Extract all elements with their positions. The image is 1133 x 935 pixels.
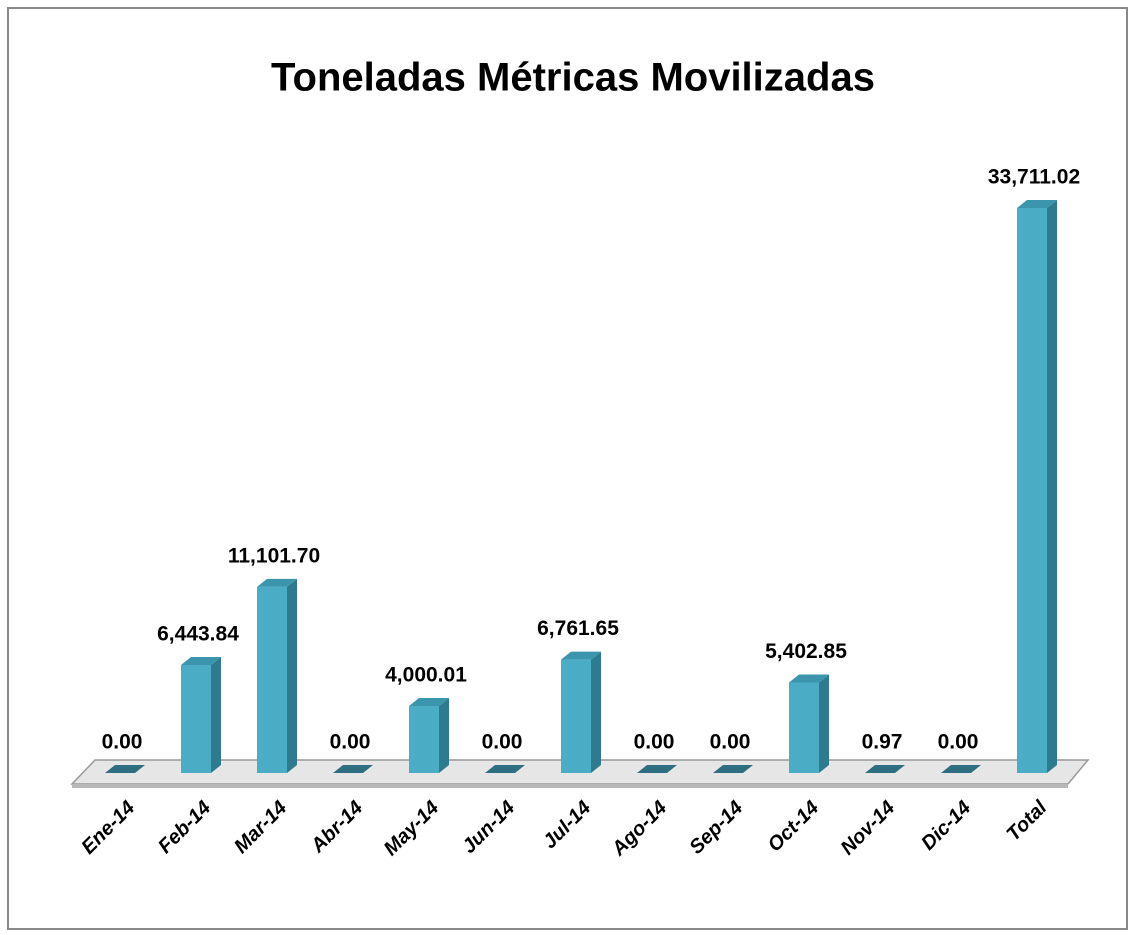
bar-top <box>105 765 145 773</box>
bar <box>333 765 373 773</box>
bar <box>941 765 981 773</box>
bar-front <box>789 682 819 773</box>
bar-top <box>941 765 981 773</box>
bar-side <box>819 674 829 773</box>
chart-frame <box>7 7 1128 930</box>
floor-edge <box>72 784 1068 788</box>
data-label: 0.00 <box>634 731 675 754</box>
data-label: 0.00 <box>710 731 751 754</box>
data-label: 0.00 <box>330 731 371 754</box>
bar-front <box>1017 208 1047 773</box>
data-label: 5,402.85 <box>765 640 847 663</box>
data-label: 0.00 <box>102 731 143 754</box>
bar-side <box>591 651 601 773</box>
bar-side <box>211 657 221 773</box>
bar <box>181 657 221 773</box>
bar <box>485 765 525 773</box>
bar-front <box>181 665 211 773</box>
bar-top <box>333 765 373 773</box>
bar <box>561 651 601 773</box>
bar-top <box>1017 200 1057 208</box>
bar <box>713 765 753 773</box>
data-label: 0.97 <box>862 731 903 754</box>
data-label: 4,000.01 <box>385 664 467 687</box>
bar-front <box>409 705 439 773</box>
bar-top <box>713 765 753 773</box>
data-label: 0.00 <box>938 731 979 754</box>
bar-top <box>409 697 449 706</box>
bar-front <box>257 586 287 773</box>
bar <box>105 765 145 773</box>
bar <box>257 578 297 773</box>
data-label: 33,711.02 <box>988 166 1080 189</box>
bar-top <box>561 651 601 660</box>
data-label: 6,443.84 <box>157 623 239 646</box>
bar-top <box>181 657 221 666</box>
data-label: 6,761.65 <box>537 617 619 640</box>
bar <box>637 765 677 773</box>
bar-top <box>789 674 829 683</box>
bar <box>409 697 449 773</box>
bar <box>789 674 829 773</box>
bar-side <box>287 578 297 773</box>
bar-side <box>1047 200 1057 773</box>
bar-side <box>439 697 449 773</box>
bar-top <box>485 765 525 773</box>
bar-top <box>257 578 297 587</box>
bar-front <box>561 659 591 773</box>
bar-top <box>865 765 905 773</box>
data-label: 0.00 <box>482 731 523 754</box>
bar <box>865 765 905 773</box>
chart-title: Toneladas Métricas Movilizadas <box>271 56 875 100</box>
data-label: 11,101.70 <box>228 544 320 567</box>
bar <box>1017 200 1057 773</box>
bar-top <box>637 765 677 773</box>
